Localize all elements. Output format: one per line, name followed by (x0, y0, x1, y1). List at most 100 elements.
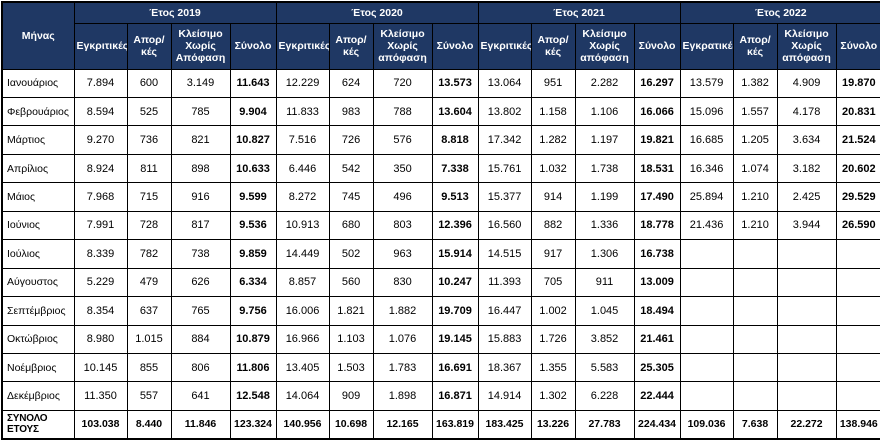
value-cell: 9.270 (73, 125, 128, 155)
year-header-2020: Έτος 2020 (275, 1, 479, 24)
value-cell: 963 (372, 239, 433, 269)
column-header: Σύνολο (835, 22, 880, 70)
value-cell: 7.638 (732, 409, 778, 440)
sum-value-cell: 10.827 (229, 125, 277, 155)
value-cell: 140.956 (275, 409, 330, 440)
value-cell (732, 296, 778, 326)
value-cell: 1.106 (574, 96, 635, 127)
value-cell: 496 (372, 182, 433, 212)
value-cell: 502 (328, 239, 374, 269)
value-cell: 720 (372, 68, 433, 98)
month-cell: Ιούνιος (1, 210, 75, 241)
value-cell: 1.210 (732, 182, 778, 212)
value-cell: 1.076 (372, 324, 433, 355)
column-header-row: Εγκριτικές Απορ/κές Κλείσιμο Χωρίς Απόφαση… (2, 22, 880, 70)
sum-value-cell: 29.529 (835, 182, 880, 212)
sum-value-cell: 18.494 (633, 296, 681, 326)
sum-value-cell: 11.643 (229, 68, 277, 98)
value-cell (679, 324, 734, 355)
value-cell (732, 267, 778, 298)
value-cell: 183.425 (477, 409, 532, 440)
sum-value-cell: 21.461 (633, 324, 681, 355)
value-cell: 11.350 (73, 381, 128, 411)
value-cell: 560 (328, 267, 374, 298)
table-row: Ιούνιος 7.991 728 817 9.536 10.913 680 803 12.39… (1, 210, 880, 241)
sum-value-cell: 21.524 (835, 125, 880, 155)
value-cell: 16.560 (477, 210, 532, 241)
value-cell: 8.339 (73, 239, 128, 269)
value-cell: 11.393 (477, 267, 532, 298)
value-cell: 22.272 (776, 409, 837, 440)
sum-value-cell: 9.513 (431, 182, 479, 212)
value-cell: 8.440 (126, 409, 172, 440)
value-cell: 765 (170, 296, 231, 326)
sum-value-cell: 138.946 (835, 409, 880, 440)
value-cell: 15.883 (477, 324, 532, 355)
month-cell: Απρίλιος (1, 153, 75, 184)
sum-value-cell: 9.599 (229, 182, 277, 212)
value-cell: 600 (126, 68, 172, 98)
value-cell: 1.726 (530, 324, 576, 355)
value-cell: 21.436 (679, 210, 734, 241)
sum-value-cell: 19.709 (431, 296, 479, 326)
value-cell: 7.991 (73, 210, 128, 241)
value-cell: 626 (170, 267, 231, 298)
column-header: Εγκριτικές (73, 22, 128, 70)
value-cell: 7.968 (73, 182, 128, 212)
value-cell: 6.228 (574, 381, 635, 411)
sum-value-cell (835, 324, 880, 355)
table-row: Δεκέμβριος 11.350 557 641 12.548 14.064 909 1.8… (1, 381, 880, 411)
sum-value-cell: 10.247 (431, 267, 479, 298)
value-cell: 1.898 (372, 381, 433, 411)
year-header-2021: Έτος 2021 (477, 1, 681, 24)
sum-value-cell: 224.434 (633, 409, 681, 440)
value-cell: 637 (126, 296, 172, 326)
month-cell: Οκτώβριος (1, 324, 75, 355)
value-cell: 8.857 (275, 267, 330, 298)
sum-value-cell: 10.879 (229, 324, 277, 355)
value-cell: 8.980 (73, 324, 128, 355)
value-cell: 109.036 (679, 409, 734, 440)
value-cell: 8.272 (275, 182, 330, 212)
month-cell: Ιούλιος (1, 239, 75, 269)
sum-value-cell (835, 353, 880, 383)
value-cell: 12.165 (372, 409, 433, 440)
value-cell: 983 (328, 96, 374, 127)
sum-value-cell: 9.904 (229, 96, 277, 127)
value-cell: 14.449 (275, 239, 330, 269)
value-cell: 542 (328, 153, 374, 184)
value-cell: 3.149 (170, 68, 231, 98)
value-cell (679, 239, 734, 269)
sum-value-cell: 16.297 (633, 68, 681, 98)
value-cell: 2.282 (574, 68, 635, 98)
month-cell: Μάρτιος (1, 125, 75, 155)
value-cell: 576 (372, 125, 433, 155)
sum-value-cell: 13.009 (633, 267, 681, 298)
value-cell: 15.377 (477, 182, 532, 212)
value-cell: 13.064 (477, 68, 532, 98)
sum-value-cell (835, 239, 880, 269)
value-cell: 557 (126, 381, 172, 411)
value-cell: 17.342 (477, 125, 532, 155)
value-cell (679, 296, 734, 326)
sum-value-cell: 16.871 (431, 381, 479, 411)
value-cell: 821 (170, 125, 231, 155)
sum-value-cell (835, 296, 880, 326)
value-cell (679, 381, 734, 411)
value-cell: 884 (170, 324, 231, 355)
value-cell: 917 (530, 239, 576, 269)
value-cell: 14.515 (477, 239, 532, 269)
year-header-2019: Έτος 2019 (73, 1, 277, 24)
table-header: Μήνας Έτος 2019 Έτος 2020 Έτος 2021 Έτος 202… (1, 1, 880, 70)
value-cell: 16.447 (477, 296, 532, 326)
value-cell: 8.354 (73, 296, 128, 326)
sum-value-cell: 13.573 (431, 68, 479, 98)
sum-value-cell: 9.756 (229, 296, 277, 326)
month-cell: Ιανουάριος (1, 68, 75, 98)
sum-value-cell: 22.444 (633, 381, 681, 411)
value-cell: 1.103 (328, 324, 374, 355)
column-header: Απορ/κές (732, 22, 778, 70)
value-cell: 103.038 (73, 409, 128, 440)
